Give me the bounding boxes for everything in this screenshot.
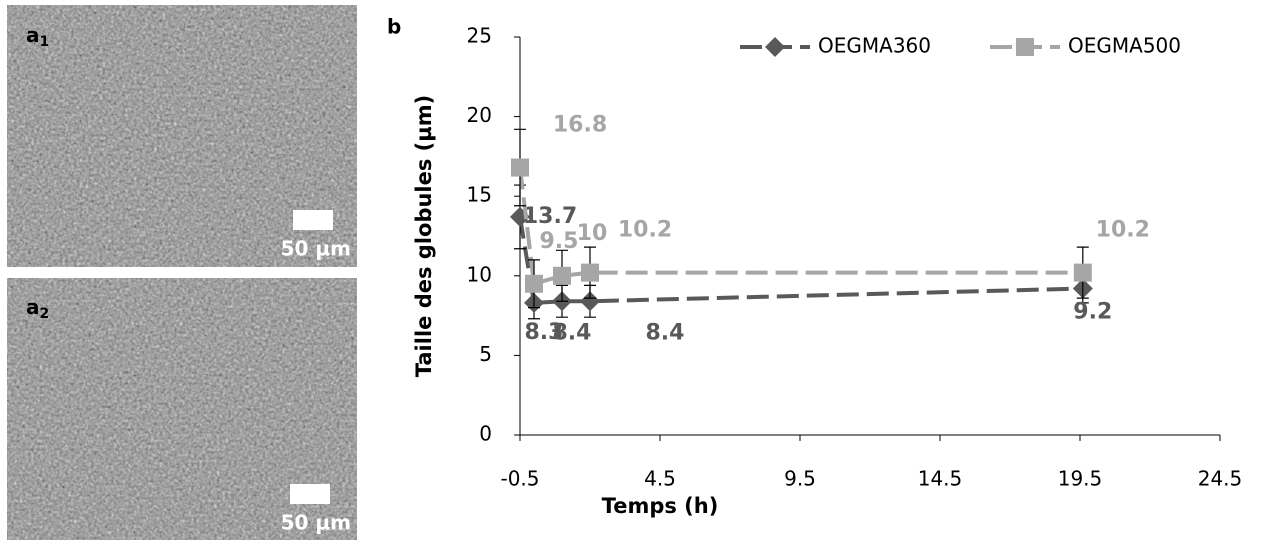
panel-label: a1 [26, 23, 49, 51]
y-tick-label: 25 [467, 24, 492, 48]
x-tick-label: 14.5 [918, 467, 963, 491]
data-label: 8.3 [525, 320, 564, 345]
x-tick-label: 9.5 [784, 467, 816, 491]
data-point [553, 266, 571, 285]
x-tick-label: 24.5 [1198, 467, 1243, 491]
x-axis-label: Temps (h) [602, 494, 719, 518]
legend-marker [765, 37, 785, 57]
data-point [1073, 263, 1092, 282]
panel-label: a2 [26, 295, 49, 323]
legend-marker [1016, 38, 1034, 56]
legend-label: OEGMA500 [1068, 34, 1181, 58]
data-label: 8.4 [646, 320, 685, 345]
data-point [581, 263, 599, 282]
y-tick-label: 10 [467, 262, 492, 286]
micrograph-a2 [7, 278, 357, 540]
y-tick-label: 15 [467, 183, 492, 207]
data-point [580, 291, 600, 312]
x-tick-label: -0.5 [500, 467, 539, 491]
legend-label: OEGMA360 [818, 34, 931, 58]
data-label: 9.5 [540, 229, 579, 254]
scale-bar-label: 50 µm [281, 237, 351, 261]
data-point [525, 274, 543, 293]
data-label: 8.4 [553, 320, 592, 345]
data-label: 10.2 [618, 218, 672, 243]
y-tick-label: 0 [479, 422, 492, 446]
y-tick-label: 5 [479, 342, 492, 366]
data-label: 13.7 [523, 204, 577, 229]
series-line [518, 216, 1083, 305]
data-label: 16.8 [553, 113, 607, 138]
series-line [518, 167, 1083, 287]
data-label: 9.2 [1073, 300, 1112, 325]
scale-bar-label: 50 µm [281, 511, 351, 535]
micrograph-a1 [7, 5, 357, 267]
y-axis-label: Taille des globules (µm) [412, 95, 436, 377]
x-tick-label: 4.5 [644, 467, 676, 491]
panel-label: b [387, 15, 401, 39]
data-point [511, 158, 529, 177]
x-tick-label: 19.5 [1058, 467, 1103, 491]
y-tick-label: 20 [467, 103, 492, 127]
data-label: 10 [577, 221, 608, 246]
data-label: 10.2 [1096, 218, 1150, 243]
